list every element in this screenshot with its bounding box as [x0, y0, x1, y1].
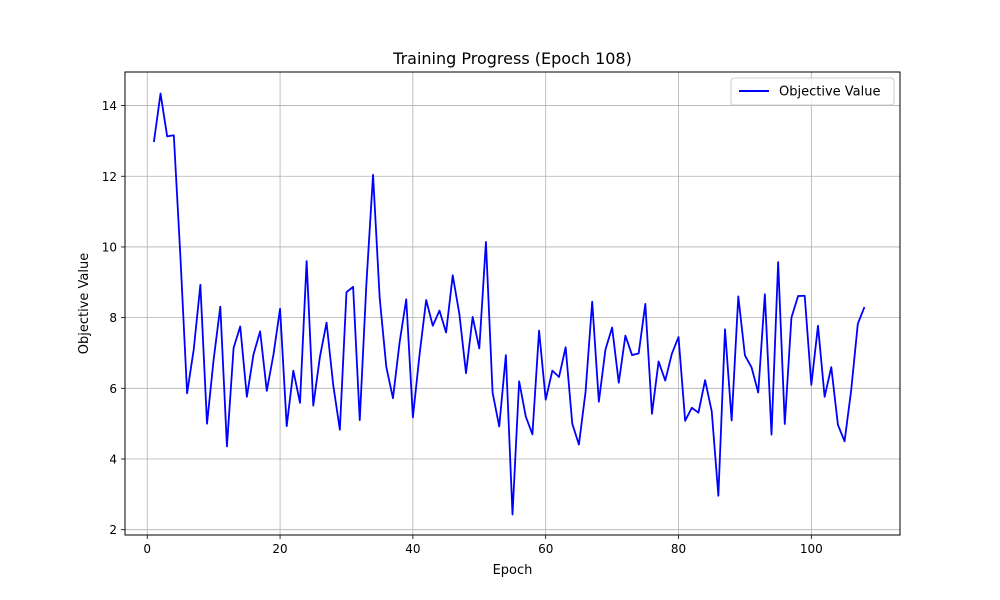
y-tick-label: 10 [102, 240, 117, 254]
x-tick-label: 20 [272, 542, 287, 556]
grid [125, 72, 900, 535]
y-tick-label: 12 [102, 170, 117, 184]
chart-title: Training Progress (Epoch 108) [392, 49, 632, 68]
y-tick-label: 14 [102, 99, 117, 113]
y-tick-label: 8 [109, 311, 117, 325]
legend: Objective Value [730, 77, 895, 106]
x-tick-label: 80 [671, 542, 686, 556]
x-tick-label: 0 [143, 542, 151, 556]
legend-label: Objective Value [779, 85, 880, 100]
ticks: 0 20 40 60 80 100 2 4 6 8 10 12 14 [102, 99, 823, 556]
series-line [152, 92, 866, 516]
y-tick-label: 2 [109, 523, 117, 537]
x-tick-label: 100 [800, 542, 823, 556]
x-axis-label: Epoch [493, 563, 533, 578]
plot-frame [124, 71, 901, 536]
y-axis-label: Objective Value [77, 253, 92, 354]
y-tick-label: 4 [109, 453, 117, 467]
legend-box [730, 77, 895, 106]
y-tick-label: 6 [109, 382, 117, 396]
series-layer [152, 92, 866, 516]
x-tick-label: 40 [405, 542, 420, 556]
x-tick-label: 60 [538, 542, 553, 556]
